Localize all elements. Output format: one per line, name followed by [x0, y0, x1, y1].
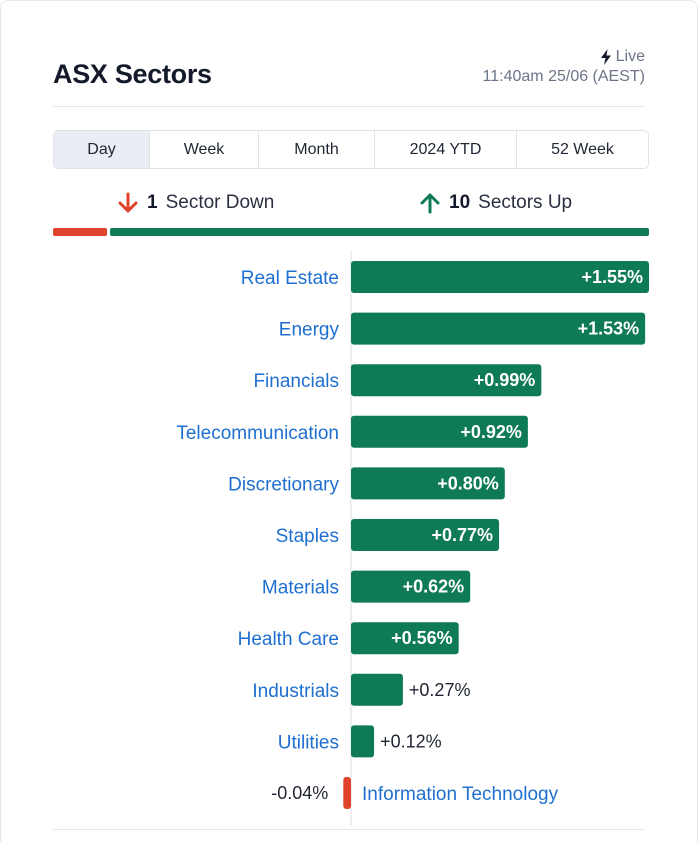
value-label: +0.62%: [403, 577, 465, 597]
arrow-up-icon: [419, 191, 441, 215]
value-label: +0.92%: [460, 422, 522, 442]
tab-2024-ytd[interactable]: 2024 YTD: [375, 131, 517, 168]
timestamp: 11:40am 25/06 (AEST): [482, 68, 645, 85]
live-label: Live: [615, 48, 645, 65]
bar-0[interactable]: [351, 261, 649, 293]
lightning-bolt-icon: [600, 49, 612, 65]
tab-week[interactable]: Week: [150, 131, 259, 168]
bar-3[interactable]: [351, 415, 528, 448]
card-title: ASX Sectors: [53, 59, 212, 89]
arrow-down-icon: [117, 191, 139, 215]
category-label[interactable]: Financials: [253, 371, 339, 392]
value-label: +1.55%: [581, 267, 643, 287]
sectors-down-summary: 1 Sector Down: [117, 191, 274, 215]
category-label[interactable]: Information Technology: [362, 784, 559, 805]
bar-1[interactable]: [351, 312, 646, 345]
bar-6[interactable]: [351, 570, 471, 603]
category-label[interactable]: Telecommunication: [176, 423, 339, 444]
tab-day[interactable]: Day: [54, 131, 150, 168]
up-text: Sectors Up: [478, 192, 573, 213]
category-label[interactable]: Staples: [276, 526, 339, 547]
bar-9[interactable]: [351, 725, 375, 758]
category-label[interactable]: Discretionary: [228, 474, 339, 495]
down-text: Sector Down: [165, 192, 275, 213]
bar-5[interactable]: [351, 519, 500, 551]
bar-7[interactable]: [351, 622, 459, 655]
category-label[interactable]: Materials: [262, 578, 339, 599]
category-label[interactable]: Health Care: [238, 629, 339, 650]
breadth-bar-up: [110, 228, 649, 236]
tab-52-week[interactable]: 52 Week: [551, 140, 614, 158]
category-label[interactable]: Energy: [279, 320, 340, 341]
period-tabs: Day Week Month 2024 YTD 52 Week: [53, 130, 649, 169]
bar-2[interactable]: [351, 364, 542, 397]
bar-10[interactable]: [343, 777, 351, 809]
live-status: Live 11:40am 25/06 (AEST): [483, 47, 645, 87]
bar-8[interactable]: [351, 673, 403, 706]
sectors-up-summary: 10 Sectors Up: [419, 191, 572, 215]
value-label: +0.80%: [437, 473, 499, 493]
category-label[interactable]: Industrials: [252, 681, 339, 702]
sector-bar-chart: Real Estate +1.55% Energy +1.53% Financials +…: [176, 251, 649, 826]
bar-4[interactable]: [351, 467, 505, 500]
value-label: +0.27%: [409, 680, 471, 700]
category-label[interactable]: Real Estate: [241, 268, 339, 289]
value-label: +0.56%: [391, 628, 453, 648]
down-count: 1: [147, 192, 158, 213]
bottom-divider: [53, 829, 645, 830]
value-label: -0.04%: [271, 783, 328, 803]
value-label: +1.53%: [578, 319, 640, 339]
breadth-bar-down: [53, 228, 107, 236]
value-label: +0.12%: [380, 731, 442, 751]
category-label[interactable]: Utilities: [278, 732, 339, 753]
value-label: +0.99%: [474, 370, 536, 390]
header-divider: [53, 106, 645, 107]
value-label: +0.77%: [431, 525, 493, 545]
tab-month[interactable]: Month: [259, 131, 375, 168]
up-count: 10: [449, 192, 471, 213]
